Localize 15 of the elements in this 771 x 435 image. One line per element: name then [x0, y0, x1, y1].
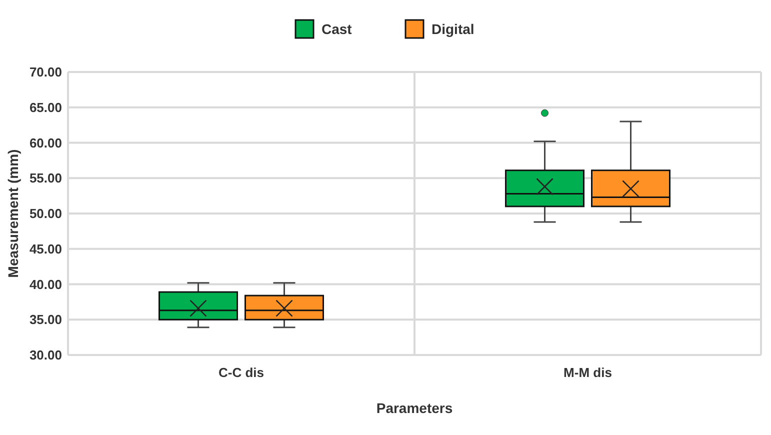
x-tick-label: M-M dis — [564, 365, 612, 380]
y-tick-label: 70.00 — [29, 64, 62, 80]
y-tick-label: 50.00 — [29, 206, 62, 222]
y-tick-label: 45.00 — [29, 241, 62, 256]
legend-label: Cast — [322, 20, 352, 37]
x-axis-title: Parameters — [376, 400, 453, 416]
legend-label: Digital — [432, 20, 474, 37]
y-tick-label: 55.00 — [29, 170, 62, 186]
x-tick-label: C-C dis — [218, 365, 264, 380]
y-tick-label: 40.00 — [29, 276, 62, 292]
y-tick-label: 65.00 — [29, 100, 62, 115]
y-axis-title: Measurement (mm) — [5, 149, 21, 278]
y-tick-label: 60.00 — [29, 135, 62, 150]
y-tick-label: 30.00 — [29, 348, 62, 363]
y-tick-label: 35.00 — [29, 312, 62, 328]
